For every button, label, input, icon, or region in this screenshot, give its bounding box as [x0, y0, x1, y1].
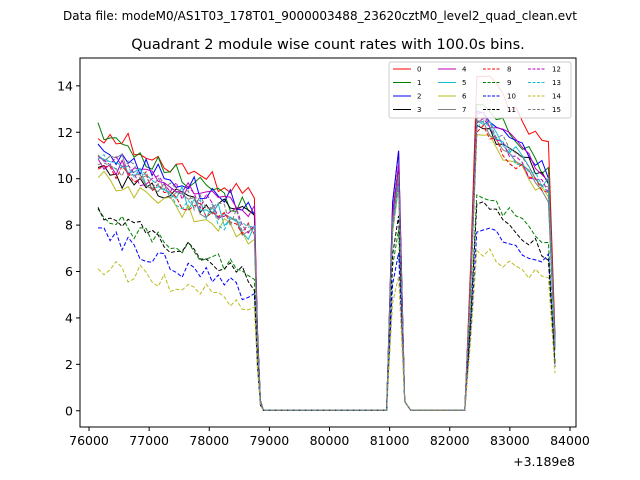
- y-tick-label: 4: [65, 310, 73, 325]
- legend-label-2: 2: [417, 93, 421, 101]
- series-line-1: [97, 103, 556, 411]
- x-tick-label: 81000: [370, 433, 410, 448]
- legend-label-14: 14: [552, 93, 561, 101]
- series-line-5: [97, 119, 556, 411]
- x-tick-label: 84000: [550, 433, 590, 448]
- series-line-7: [97, 120, 556, 411]
- plot-lines: [97, 75, 556, 411]
- series-line-4: [97, 111, 556, 411]
- legend-label-0: 0: [417, 66, 421, 74]
- series-line-0: [97, 75, 556, 411]
- x-tick-label: 79000: [249, 433, 289, 448]
- plot-frame: [79, 57, 577, 428]
- y-tick-label: 2: [65, 357, 73, 372]
- legend-label-13: 13: [552, 79, 561, 87]
- legend-label-4: 4: [462, 66, 467, 74]
- x-tick-label: 77000: [129, 433, 169, 448]
- legend-label-10: 10: [507, 93, 516, 101]
- y-tick-label: 14: [57, 78, 73, 93]
- x-axis: 76000 77000 78000 79000 80000 81000 82000 83000…: [69, 427, 590, 448]
- legend-label-3: 3: [417, 106, 421, 114]
- series-line-11: [97, 201, 556, 411]
- y-tick-label: 12: [57, 125, 73, 140]
- legend-label-11: 11: [507, 106, 516, 114]
- y-tick-label: 6: [65, 264, 73, 279]
- legend-box: [388, 61, 572, 119]
- x-tick-label: 83000: [490, 433, 530, 448]
- series-line-9: [97, 194, 556, 411]
- chart-title: Quadrant 2 module wise count rates with …: [131, 37, 525, 53]
- legend-label-9: 9: [507, 79, 511, 87]
- x-tick-label: 76000: [69, 433, 109, 448]
- x-tick-label: 82000: [430, 433, 470, 448]
- legend-label-12: 12: [552, 66, 561, 74]
- legend-label-6: 6: [462, 93, 467, 101]
- y-tick-label: 10: [57, 171, 73, 186]
- legend-label-8: 8: [507, 66, 511, 74]
- y-tick-label: 0: [65, 403, 73, 418]
- series-line-10: [97, 227, 556, 411]
- legend-label-15: 15: [552, 106, 561, 114]
- legend-label-7: 7: [462, 106, 466, 114]
- x-tick-label: 80000: [310, 433, 350, 448]
- series-line-14: [97, 248, 556, 411]
- series-line-13: [97, 120, 556, 411]
- series-line-12: [97, 117, 556, 411]
- y-tick-label: 8: [65, 218, 73, 233]
- y-axis: 0 2 4 6 8 10 12 14: [57, 78, 80, 418]
- series-line-3: [97, 124, 556, 411]
- chart-supertitle: Data file: modeM0/AS1T03_178T01_90000034…: [63, 9, 577, 23]
- series-line-15: [97, 117, 556, 411]
- legend-label-5: 5: [462, 79, 466, 87]
- series-line-6: [97, 134, 556, 411]
- series-line-8: [97, 124, 556, 411]
- x-offset-label: +3.189e8: [513, 454, 575, 469]
- x-tick-label: 78000: [189, 433, 229, 448]
- legend-label-1: 1: [417, 79, 421, 87]
